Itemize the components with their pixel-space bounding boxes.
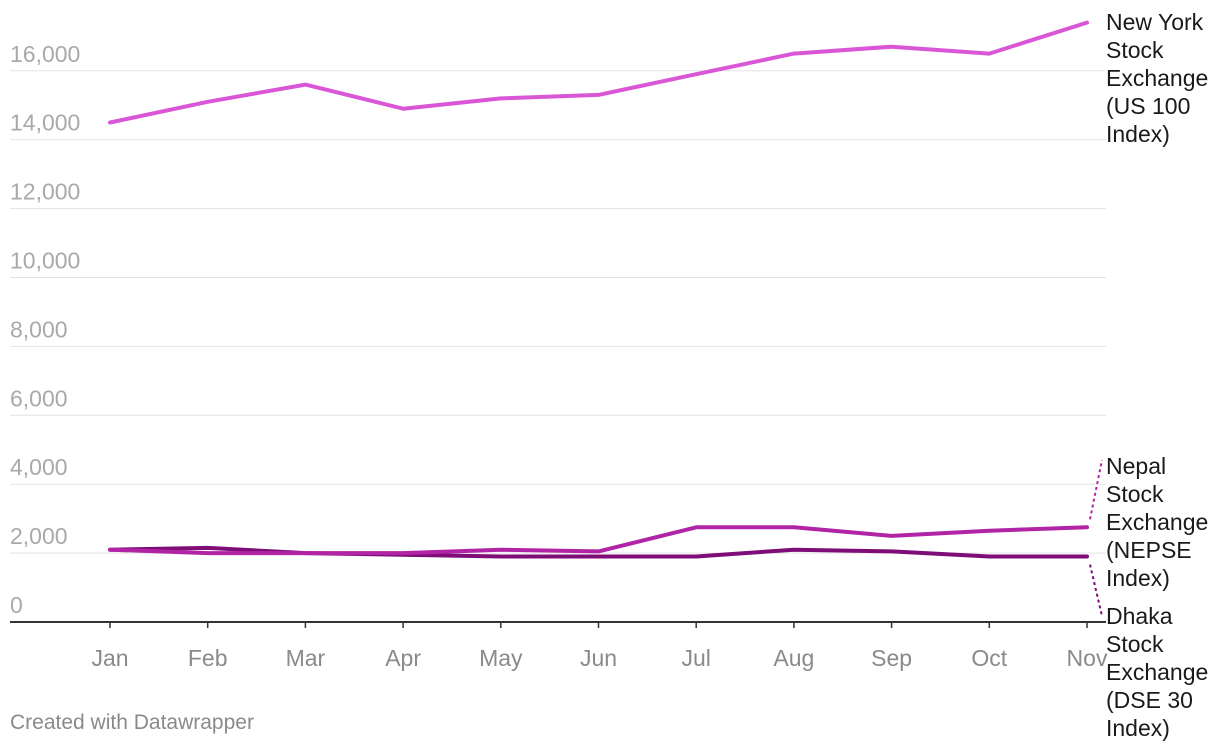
y-tick-label: 16,000 <box>10 41 80 67</box>
x-tick-label: Apr <box>385 645 421 671</box>
x-tick-label: Jan <box>91 645 128 671</box>
gridlines <box>10 70 1106 554</box>
y-tick-label: 0 <box>10 592 23 618</box>
x-tick-label: Mar <box>286 645 326 671</box>
y-tick-label: 6,000 <box>10 385 68 411</box>
x-tick-label: Aug <box>773 645 814 671</box>
series-lines <box>108 20 1089 559</box>
x-tick-label: May <box>479 645 523 671</box>
series-label: Dhaka Stock Exchange (DSE 30 Index) <box>1106 603 1208 741</box>
series-line <box>108 20 1089 125</box>
leader-line <box>1089 459 1103 520</box>
series-labels: New York Stock Exchange (US 100 Index) Nepal S… <box>1106 9 1208 741</box>
y-tick-label: 10,000 <box>10 248 80 274</box>
series-line <box>108 525 1089 556</box>
y-tick-label: 14,000 <box>10 110 80 136</box>
y-tick-label: 8,000 <box>10 316 68 342</box>
x-tick-label: Sep <box>871 645 912 671</box>
x-tick-label: Jul <box>681 645 710 671</box>
series-label: Nepal Stock Exchange (NEPSE Index) <box>1106 453 1208 591</box>
x-tick-label: Jun <box>580 645 617 671</box>
x-tick-label: Feb <box>188 645 228 671</box>
x-tick-label: Nov <box>1067 645 1108 671</box>
y-tick-label: 12,000 <box>10 179 80 205</box>
y-axis-tick-labels: 0 2,000 4,000 6,000 8,000 10,000 12,000 14,000 1… <box>10 41 80 618</box>
series-label: New York Stock Exchange (US 100 Index) <box>1106 9 1208 147</box>
x-tick-label: Oct <box>971 645 1007 671</box>
y-tick-label: 4,000 <box>10 454 68 480</box>
datawrapper-credit: Created with Datawrapper <box>10 711 254 734</box>
leader-line <box>1089 564 1103 617</box>
label-leader-lines <box>1089 459 1103 617</box>
x-axis-tick-labels: Jan Feb Mar Apr May Jun Jul Aug Sep Oct Nov <box>91 622 1108 671</box>
y-tick-label: 2,000 <box>10 523 68 549</box>
